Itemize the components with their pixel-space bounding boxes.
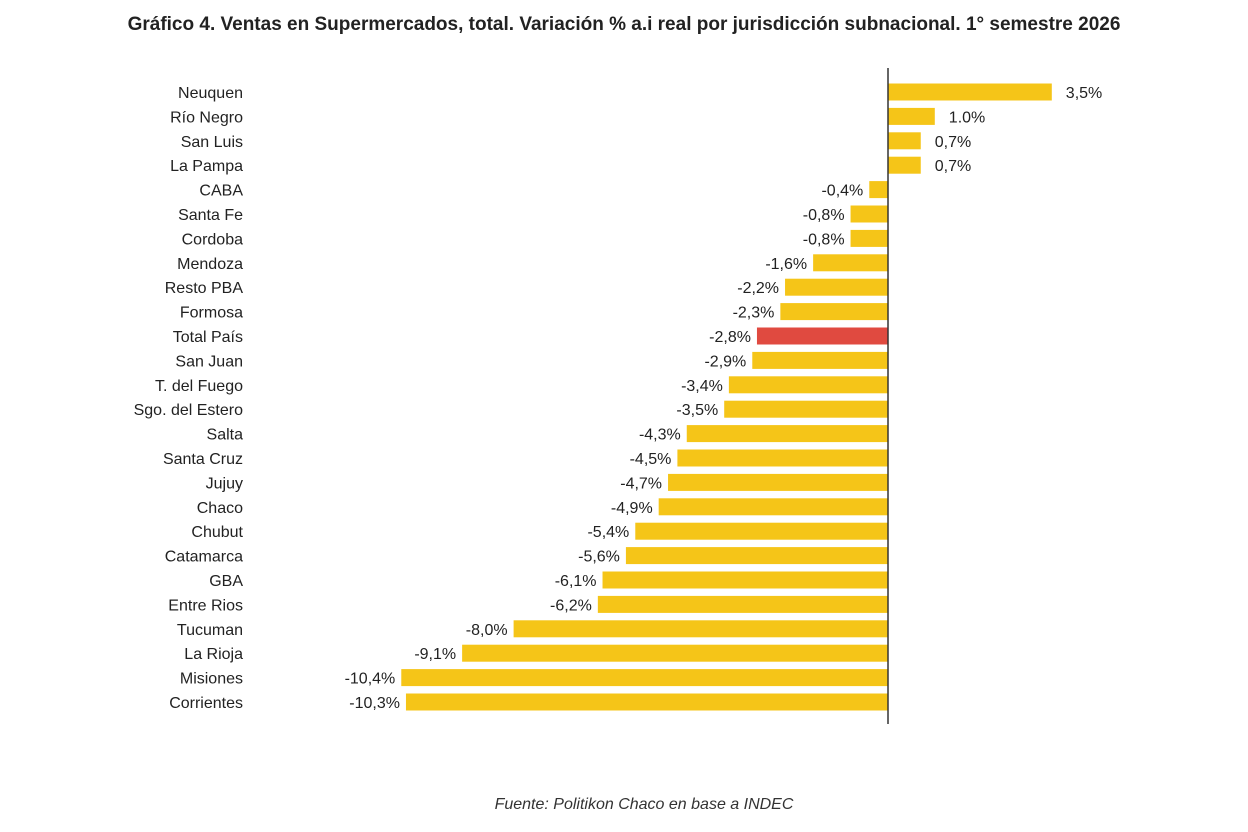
category-label: CABA <box>199 183 243 200</box>
bar <box>888 156 921 174</box>
category-label: Cordoba <box>182 231 243 248</box>
value-label: -10,4% <box>345 671 396 688</box>
value-label: -5,6% <box>578 549 620 566</box>
value-label: -6,1% <box>555 573 597 590</box>
value-label: -2,8% <box>709 329 751 346</box>
category-label: La Rioja <box>184 646 243 663</box>
bar <box>724 400 888 418</box>
bar <box>813 254 888 272</box>
value-label: -6,2% <box>550 597 592 614</box>
category-label: Entre Rios <box>168 597 243 614</box>
bar <box>677 449 888 467</box>
category-label: Chubut <box>191 524 243 541</box>
value-label: -9,1% <box>414 646 456 663</box>
value-label: -2,3% <box>733 305 775 322</box>
bar <box>785 278 888 296</box>
bar <box>405 693 888 711</box>
bar <box>401 669 888 687</box>
value-label: 3,5% <box>1066 85 1102 102</box>
value-label: -0,8% <box>803 207 845 224</box>
bar <box>888 132 921 150</box>
category-label: San Luis <box>181 134 243 151</box>
value-label: -0,8% <box>803 231 845 248</box>
bar <box>625 547 888 565</box>
category-label: Tucuman <box>177 622 243 639</box>
bar <box>602 571 888 589</box>
category-label: GBA <box>209 573 243 590</box>
bar <box>597 595 888 613</box>
value-label: 1.0% <box>949 109 985 126</box>
value-label: -10,3% <box>349 695 400 712</box>
category-label: Sgo. del Estero <box>134 402 244 419</box>
chart-source: Fuente: Politikon Chaco en base a INDEC <box>494 796 794 813</box>
bar <box>869 181 888 199</box>
value-label: -4,3% <box>639 427 681 444</box>
value-label: -4,7% <box>620 475 662 492</box>
bar <box>888 83 1052 101</box>
bar <box>756 327 888 345</box>
value-label: 0,7% <box>935 158 971 175</box>
value-label: -1,6% <box>765 256 807 273</box>
category-label: Jujuy <box>206 475 243 492</box>
category-label: T. del Fuego <box>155 378 243 395</box>
bar <box>668 473 888 491</box>
value-label: -2,9% <box>704 353 746 370</box>
bar <box>513 620 888 638</box>
value-label: -3,4% <box>681 378 723 395</box>
category-label: Santa Cruz <box>163 451 243 468</box>
value-label: 0,7% <box>935 134 971 151</box>
category-label: Formosa <box>180 305 243 322</box>
bar <box>462 644 888 662</box>
chart-title: Gráfico 4. Ventas en Supermercados, tota… <box>127 14 1121 35</box>
category-label: La Pampa <box>170 158 243 175</box>
value-label: -3,5% <box>676 402 718 419</box>
category-label: Neuquen <box>178 85 243 102</box>
category-label: Catamarca <box>165 549 243 566</box>
bar <box>780 303 888 321</box>
bar <box>888 107 935 125</box>
value-label: -0,4% <box>821 183 863 200</box>
value-label: -5,4% <box>587 524 629 541</box>
value-label: -4,9% <box>611 500 653 517</box>
bar <box>658 498 888 516</box>
bar <box>728 376 888 394</box>
category-label: Río Negro <box>170 109 243 126</box>
value-label: -8,0% <box>466 622 508 639</box>
category-label: Chaco <box>197 500 243 517</box>
category-label: Mendoza <box>177 256 243 273</box>
value-label: -2,2% <box>737 280 779 297</box>
category-label: Corrientes <box>169 695 243 712</box>
category-label: San Juan <box>175 353 243 370</box>
category-label: Resto PBA <box>165 280 244 297</box>
bar <box>850 205 888 223</box>
bar <box>686 425 888 443</box>
category-label: Santa Fe <box>178 207 243 224</box>
bar <box>635 522 888 540</box>
category-label: Misiones <box>180 671 243 688</box>
category-label: Total País <box>173 329 243 346</box>
bar <box>752 351 888 369</box>
bar <box>850 229 888 247</box>
value-label: -4,5% <box>630 451 672 468</box>
category-label: Salta <box>207 427 244 444</box>
